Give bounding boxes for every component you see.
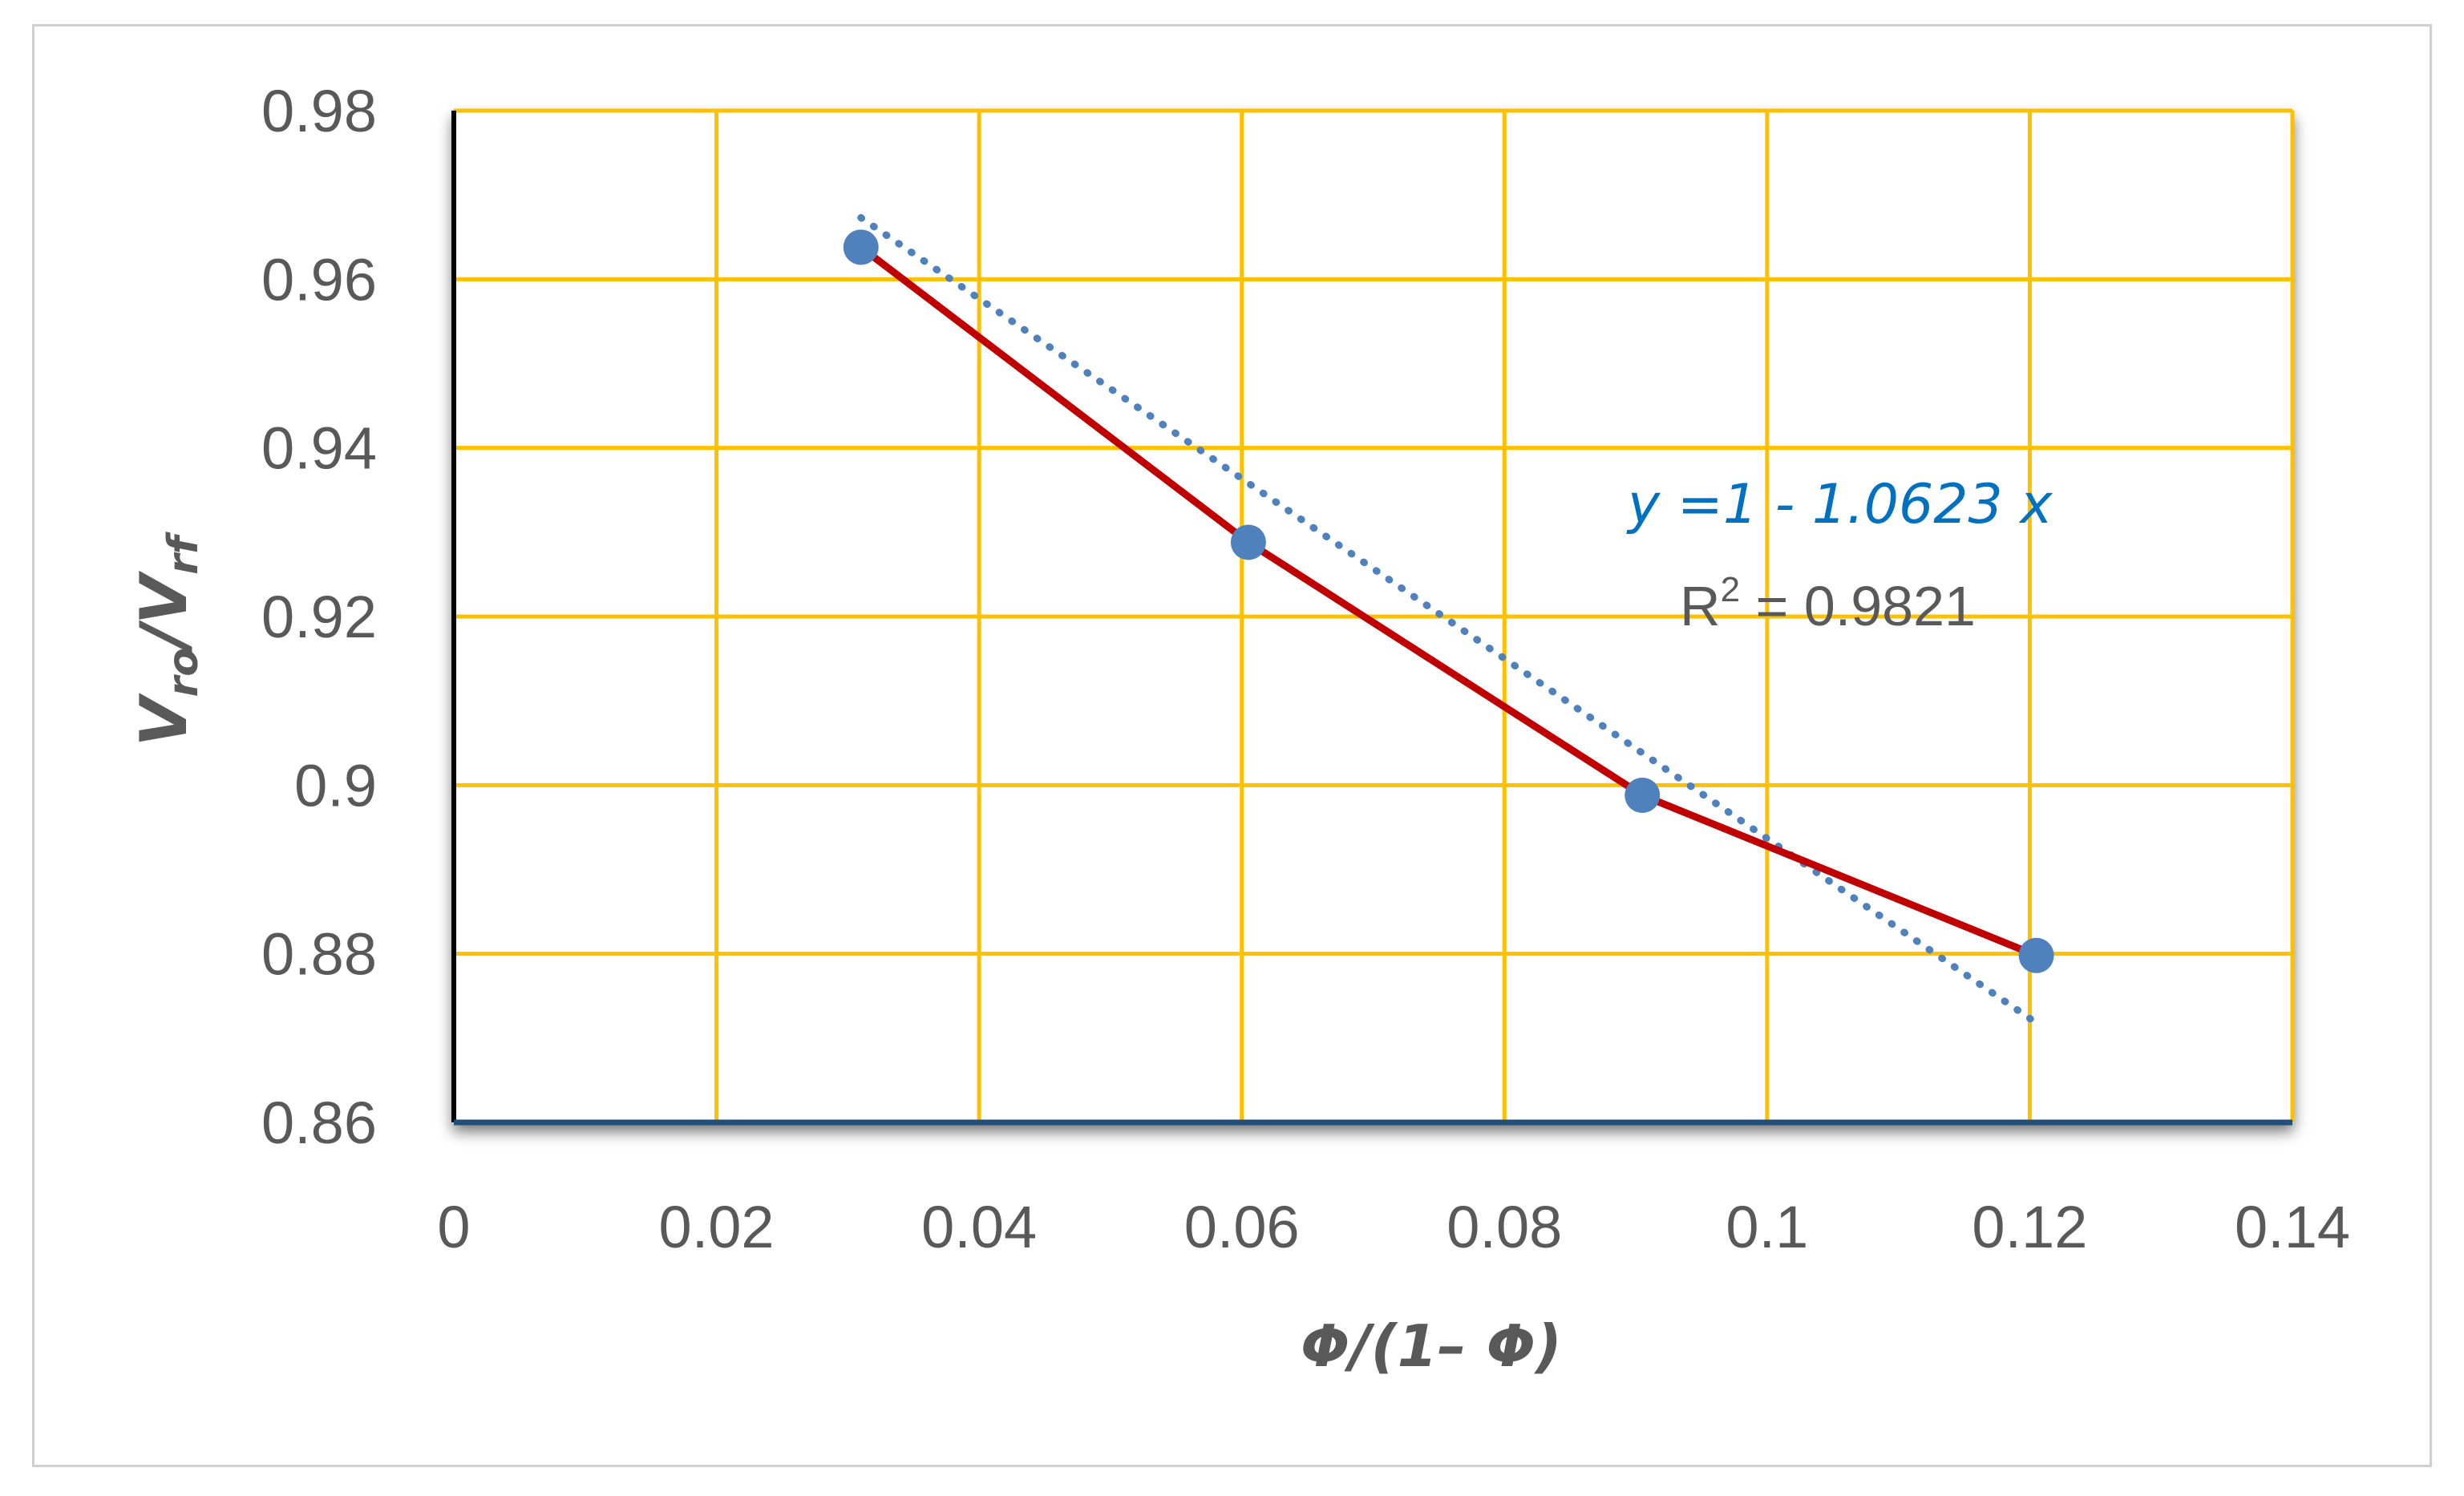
- data-point: [1230, 524, 1266, 560]
- x-tick-label: 0.12: [1972, 1194, 2087, 1260]
- trendline: [857, 214, 2041, 1027]
- x-tick-label: 0.04: [921, 1194, 1037, 1260]
- r-squared-label: R2 = 0.9821: [1680, 570, 1976, 637]
- x-tick-label: 0: [437, 1194, 470, 1260]
- y-tick-label: 0.9: [294, 752, 377, 819]
- data-point: [843, 229, 879, 265]
- data-point: [1624, 777, 1661, 813]
- y-tick-label: 0.94: [261, 415, 377, 482]
- axes: [451, 111, 2292, 1126]
- x-tick-labels: 0 0.02 0.04 0.06 0.08 0.1 0.12 0.14: [437, 1194, 2350, 1260]
- x-axis-title: Φ/(1– Φ): [1301, 1312, 1562, 1380]
- y-tick-label: 0.88: [261, 921, 377, 988]
- y-tick-label: 0.92: [261, 584, 377, 650]
- gridlines: [451, 108, 2295, 1125]
- y-axis-title: Vro/Vrf: [127, 531, 208, 746]
- series-group: [859, 244, 2038, 959]
- x-tick-label: 0.06: [1184, 1194, 1300, 1260]
- y-tick-labels: 0.86 0.88 0.9 0.92 0.94 0.96 0.98: [261, 78, 377, 1156]
- y-tick-label: 0.86: [261, 1090, 377, 1156]
- marker-group: [843, 229, 2054, 973]
- x-tick-label: 0.02: [659, 1194, 775, 1260]
- x-tick-label: 0.1: [1726, 1194, 1808, 1260]
- trendline-group: [857, 214, 2041, 1027]
- y-tick-label: 0.98: [261, 78, 377, 144]
- series-line: [859, 244, 2038, 959]
- x-tick-label: 0.08: [1446, 1194, 1562, 1260]
- data-point: [2018, 937, 2054, 973]
- x-tick-label: 0.14: [2235, 1194, 2350, 1260]
- y-tick-label: 0.96: [261, 246, 377, 313]
- trendline-equation: y =1 - 1.0623 x: [1626, 473, 2053, 536]
